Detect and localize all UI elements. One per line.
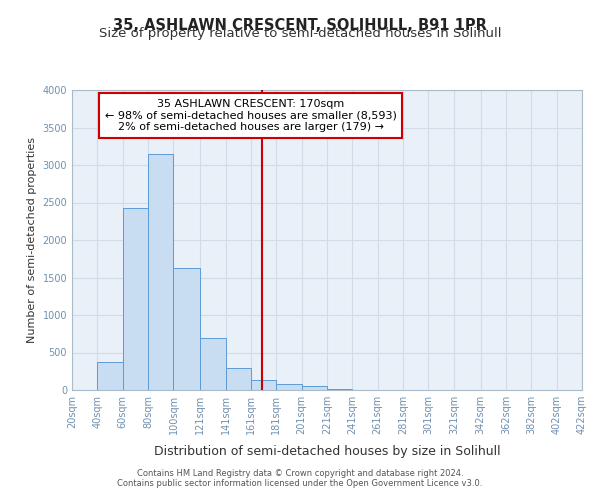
Text: 35 ASHLAWN CRESCENT: 170sqm
← 98% of semi-detached houses are smaller (8,593)
2%: 35 ASHLAWN CRESCENT: 170sqm ← 98% of sem… (104, 99, 397, 132)
Bar (97, 362, 123, 390)
Text: 35, ASHLAWN CRESCENT, SOLIHULL, B91 1PR: 35, ASHLAWN CRESCENT, SOLIHULL, B91 1PR (113, 18, 487, 32)
Y-axis label: Number of semi-detached properties: Number of semi-detached properties (27, 137, 37, 343)
Text: Contains public sector information licensed under the Open Government Licence v3: Contains public sector information licen… (118, 478, 482, 488)
Bar (148, 154, 173, 390)
Bar (123, 208, 148, 390)
Bar (200, 338, 226, 390)
Bar (276, 384, 302, 390)
Bar (173, 268, 200, 390)
X-axis label: Distribution of semi-detached houses by size in Solihull: Distribution of semi-detached houses by … (154, 446, 500, 458)
Bar (327, 389, 352, 390)
Bar (251, 380, 276, 390)
Bar (226, 368, 251, 390)
Bar (302, 386, 327, 390)
Text: Size of property relative to semi-detached houses in Solihull: Size of property relative to semi-detach… (99, 28, 501, 40)
Text: Contains HM Land Registry data © Crown copyright and database right 2024.: Contains HM Land Registry data © Crown c… (137, 468, 463, 477)
